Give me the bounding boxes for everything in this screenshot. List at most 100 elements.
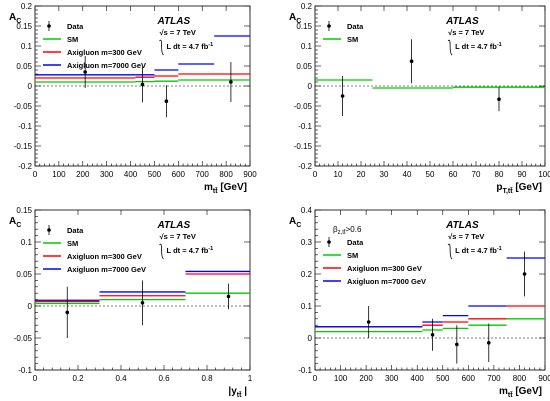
x-tick-label: 700 — [196, 170, 210, 179]
series-axigluon-m-300-gev — [315, 305, 545, 328]
atlas-label: ATLAS — [157, 16, 191, 27]
luminosity-label: L dt = 4.7 fb-1 — [455, 246, 502, 255]
atlas-label: ATLAS — [157, 220, 191, 231]
data-point — [486, 323, 491, 362]
data-point — [430, 318, 435, 351]
x-tick-label: 700 — [487, 374, 501, 383]
x-tick-label: 30 — [380, 170, 389, 179]
y-tick-label: -0.15 — [14, 142, 33, 151]
x-tick-label: 500 — [148, 170, 162, 179]
x-tick-label: 10 — [334, 170, 343, 179]
y-tick-label: -0.1 — [298, 366, 312, 375]
x-tick-label: 40 — [403, 170, 412, 179]
x-tick-label: 0 — [33, 374, 38, 383]
x-tick-label: 300 — [385, 374, 399, 383]
x-tick-label: 800 — [219, 170, 233, 179]
energy-label: √s = 7 TeV — [448, 232, 484, 241]
x-axis-title: mtt̄ [GeV] — [499, 386, 542, 399]
legend-entry: Data — [67, 22, 84, 31]
x-tick-label: 1 — [248, 374, 253, 383]
legend: Data SM Axigluon m=300 GeV Axigluon m=7000 … — [43, 225, 146, 274]
x-tick-label: 100 — [52, 170, 66, 179]
data-marker — [65, 310, 70, 315]
y-axis-title: AC — [289, 12, 301, 25]
legend-entry: SM — [67, 35, 78, 44]
data-point — [455, 325, 459, 364]
data-marker — [497, 97, 501, 101]
y-tick-label: 0.1 — [301, 302, 313, 311]
x-tick-label: 0 — [313, 170, 318, 179]
x-tick-label: 0.8 — [201, 374, 213, 383]
y-tick-label: -0.1 — [298, 122, 312, 131]
y-tick-label: 0.2 — [301, 270, 313, 279]
legend-entry: Axigluon m=7000 GeV — [67, 265, 146, 274]
x-tick-label: 200 — [359, 374, 373, 383]
y-axis-title: AC — [289, 216, 301, 229]
y-tick-label: -0.15 — [294, 142, 313, 151]
y-axis-title: AC — [9, 12, 21, 25]
selection-label: βz,tt̄>0.6 — [333, 225, 362, 236]
y-tick-label: 0.4 — [301, 206, 313, 215]
y-tick-label: 0 — [308, 82, 313, 91]
data-marker — [140, 301, 145, 305]
data-point — [140, 280, 145, 326]
data-point — [522, 251, 527, 297]
x-tick-label: 300 — [100, 170, 114, 179]
data-point — [226, 283, 231, 310]
y-tick-label: 0.05 — [296, 62, 312, 71]
legend-data-marker — [327, 24, 331, 28]
y-tick-label: -0.05 — [14, 334, 33, 343]
data-point — [164, 85, 169, 118]
data-marker — [164, 99, 169, 103]
x-tick-label: 500 — [436, 374, 450, 383]
data-point — [409, 39, 414, 84]
legend-entry: Axigluon m=7000 GeV — [67, 61, 146, 70]
y-tick-label: 0.15 — [16, 22, 32, 31]
x-tick-label: 90 — [518, 170, 527, 179]
x-tick-label: 400 — [124, 170, 138, 179]
x-tick-label: 80 — [495, 170, 504, 179]
x-axis-title: |ytt̄ | — [228, 386, 247, 399]
x-tick-label: 100 — [334, 374, 348, 383]
x-tick-label: 600 — [172, 170, 186, 179]
x-tick-label: 0 — [33, 170, 38, 179]
data-point — [83, 56, 87, 88]
legend-entry: Data — [347, 22, 364, 31]
x-tick-label: 400 — [411, 374, 425, 383]
legend-entry: SM — [347, 35, 358, 44]
energy-label: √s = 7 TeV — [160, 28, 196, 37]
legend-entry: SM — [67, 239, 78, 248]
x-tick-label: 70 — [472, 170, 481, 179]
data-marker — [366, 320, 371, 324]
y-tick-label: -0.2 — [298, 162, 312, 171]
x-axis-title: mtt̄ [GeV] — [204, 182, 247, 195]
y-tick-label: 0.1 — [21, 42, 33, 51]
data-point — [340, 76, 345, 116]
luminosity-label: L dt = 4.7 fb-1 — [455, 42, 502, 51]
integral-sign — [447, 243, 453, 260]
y-tick-label: 0.15 — [296, 22, 312, 31]
legend-entry: Axigluon m=300 GeV — [67, 252, 142, 261]
atlas-label: ATLAS — [445, 220, 479, 231]
data-marker — [83, 70, 87, 74]
data-marker — [226, 294, 231, 299]
data-marker — [430, 333, 435, 337]
integral-sign — [159, 39, 164, 56]
y-tick-label: 0.1 — [21, 238, 33, 247]
legend-entry: Data — [67, 226, 84, 235]
legend-entry: Data — [347, 238, 364, 247]
legend: βz,tt̄>0.6 Data SM Axigluon m=300 GeV Axiglu… — [323, 225, 426, 286]
data-point — [229, 62, 233, 102]
x-tick-label: 0 — [313, 374, 318, 383]
luminosity-label: L dt = 4.7 fb-1 — [167, 42, 214, 51]
legend-data-marker — [327, 240, 331, 244]
y-tick-label: -0.1 — [18, 366, 32, 375]
x-tick-label: 200 — [76, 170, 90, 179]
y-tick-label: 0 — [28, 82, 33, 91]
legend-entry: Axigluon m=300 GeV — [67, 48, 142, 57]
y-tick-label: 0 — [308, 334, 313, 343]
x-tick-label: 0.6 — [158, 374, 170, 383]
luminosity-label: L dt = 4.7 fb-1 — [167, 246, 214, 255]
